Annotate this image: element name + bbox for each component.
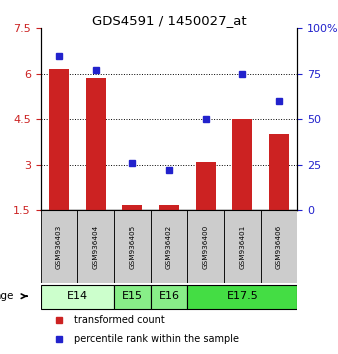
Bar — [159, 205, 179, 210]
Bar — [151, 285, 187, 309]
Text: GSM936401: GSM936401 — [239, 224, 245, 268]
Bar — [196, 161, 216, 210]
Bar — [261, 210, 297, 283]
Bar — [77, 210, 114, 283]
Text: E15: E15 — [122, 291, 143, 301]
Text: E16: E16 — [159, 291, 179, 301]
Bar — [187, 210, 224, 283]
Bar — [86, 78, 106, 210]
Text: GSM936402: GSM936402 — [166, 224, 172, 268]
Text: GSM936400: GSM936400 — [203, 224, 209, 268]
Bar — [232, 119, 252, 210]
Text: age: age — [0, 291, 14, 301]
Bar — [122, 205, 142, 210]
Bar — [269, 134, 289, 210]
Bar — [41, 210, 77, 283]
Bar — [49, 69, 69, 210]
Bar — [187, 285, 297, 309]
Text: GSM936403: GSM936403 — [56, 224, 62, 268]
Text: GSM936406: GSM936406 — [276, 224, 282, 268]
Title: GDS4591 / 1450027_at: GDS4591 / 1450027_at — [92, 14, 246, 27]
Text: E17.5: E17.5 — [226, 291, 258, 301]
Bar — [41, 285, 114, 309]
Text: E14: E14 — [67, 291, 88, 301]
Bar — [224, 210, 261, 283]
Bar — [151, 210, 187, 283]
Text: percentile rank within the sample: percentile rank within the sample — [74, 335, 239, 344]
Text: GSM936405: GSM936405 — [129, 224, 135, 268]
Text: GSM936404: GSM936404 — [93, 224, 99, 268]
Bar — [114, 285, 151, 309]
Bar — [114, 210, 151, 283]
Text: transformed count: transformed count — [74, 315, 165, 325]
